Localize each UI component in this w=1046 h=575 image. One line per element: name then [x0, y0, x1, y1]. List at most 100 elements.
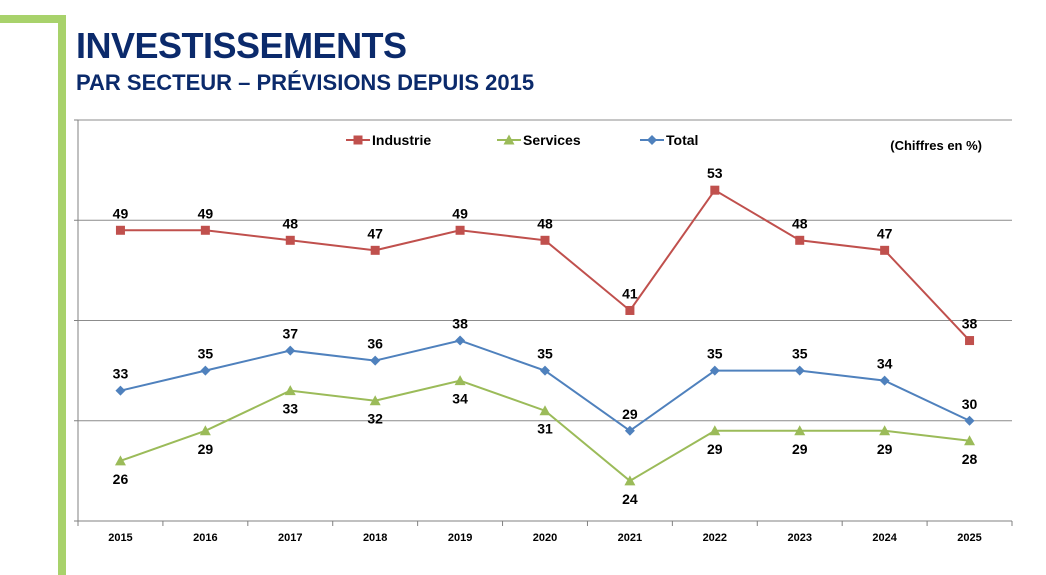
- data-label: 49: [113, 205, 129, 221]
- data-label: 35: [792, 346, 808, 362]
- data-point-marker: [624, 475, 636, 486]
- data-point-marker: [879, 425, 891, 436]
- data-point-marker: [540, 235, 550, 245]
- data-point-marker: [353, 135, 363, 145]
- data-point-marker: [369, 395, 381, 406]
- x-tick-label: 2016: [193, 532, 217, 544]
- series-services: 26 29 33 32 34 31 24 29 29 29 28: [113, 375, 978, 507]
- data-label: 37: [282, 326, 298, 342]
- x-tick-label: 2021: [618, 532, 642, 544]
- data-point-marker: [454, 375, 466, 386]
- data-label: 35: [198, 346, 214, 362]
- data-label: 29: [707, 441, 723, 457]
- data-point-marker: [199, 425, 211, 436]
- x-tick-label: 2023: [787, 532, 811, 544]
- data-point-marker: [115, 385, 126, 396]
- series-industrie: 49 49 48 47 49 48 41 53 48 47 38: [113, 165, 978, 346]
- data-point-marker: [794, 425, 806, 436]
- data-point-marker: [964, 415, 975, 426]
- data-label: 34: [877, 356, 893, 372]
- data-point-marker: [503, 134, 515, 145]
- legend-label: Services: [523, 132, 581, 148]
- data-label: 41: [622, 285, 638, 301]
- legend-item-industrie: Industrie: [346, 132, 431, 148]
- x-tick-label: 2024: [872, 532, 897, 544]
- x-tick-label: 2022: [703, 532, 727, 544]
- data-point-marker: [284, 385, 296, 396]
- x-tick-label: 2015: [108, 532, 132, 544]
- data-label: 32: [367, 411, 383, 427]
- data-point-marker: [964, 435, 976, 446]
- x-tick-label: 2020: [533, 532, 557, 544]
- legend-label: Total: [666, 132, 698, 148]
- data-point-marker: [624, 425, 635, 436]
- data-label: 38: [452, 316, 468, 332]
- data-point-marker: [540, 365, 550, 376]
- x-tick-label: 2017: [278, 532, 302, 544]
- data-label: 31: [537, 421, 553, 437]
- legend-item-total: Total: [640, 132, 698, 148]
- data-point-marker: [709, 425, 721, 436]
- data-point-marker: [539, 405, 551, 416]
- data-label: 34: [452, 391, 468, 407]
- series-total: 33 35 37 36 38 35 29 35 35 34 30: [113, 316, 978, 436]
- data-label: 53: [707, 165, 723, 181]
- data-point-marker: [647, 135, 657, 145]
- chart-legend: Industrie Services Total: [346, 132, 698, 148]
- data-point-marker: [370, 355, 381, 366]
- data-point-marker: [200, 365, 211, 376]
- data-label: 49: [198, 205, 214, 221]
- data-label: 48: [792, 215, 808, 231]
- data-label: 35: [537, 346, 553, 362]
- x-tick-label: 2018: [363, 532, 387, 544]
- data-label: 29: [877, 441, 893, 457]
- page-subtitle: PAR SECTEUR – PRÉVISIONS DEPUIS 2015: [76, 70, 535, 95]
- legend-item-services: Services: [497, 132, 581, 148]
- data-label: 38: [962, 316, 978, 332]
- grid-lines: [78, 119, 1012, 522]
- data-label: 30: [962, 396, 978, 412]
- chart-units-note: (Chiffres en %): [890, 138, 982, 153]
- data-point-marker: [200, 225, 210, 235]
- data-point-marker: [370, 245, 380, 255]
- data-label: 29: [792, 441, 808, 457]
- chart-axes: 2015 2016 2017 2018 2019 2020 2021 2022 2023 2024…: [74, 119, 1013, 544]
- page-title: INVESTISSEMENTS: [76, 25, 407, 66]
- data-point-marker: [455, 335, 466, 346]
- data-point-marker: [794, 365, 805, 376]
- data-label: 29: [622, 406, 638, 422]
- data-point-marker: [625, 305, 635, 315]
- data-label: 47: [877, 225, 893, 241]
- data-point-marker: [880, 245, 890, 255]
- data-point-marker: [710, 185, 720, 195]
- data-point-marker: [879, 375, 890, 386]
- data-point-marker: [115, 225, 125, 235]
- chart-series: 49 49 48 47 49 48 41 53 48 47 38 26 29 33 32 34 31 24 29 29…: [113, 165, 978, 507]
- accent-bar-left: [58, 15, 66, 575]
- data-label: 33: [113, 366, 129, 382]
- data-label: 48: [282, 215, 298, 231]
- data-point-marker: [285, 235, 295, 245]
- x-tick-label: 2019: [448, 532, 472, 544]
- data-label: 47: [367, 225, 383, 241]
- legend-label: Industrie: [372, 132, 431, 148]
- data-point-marker: [455, 225, 465, 235]
- data-point-marker: [285, 345, 296, 356]
- x-tick-label: 2025: [957, 532, 981, 544]
- data-point-marker: [709, 365, 720, 376]
- data-label: 49: [452, 205, 468, 221]
- data-label: 35: [707, 346, 723, 362]
- data-label: 48: [537, 215, 553, 231]
- data-label: 36: [367, 336, 383, 352]
- data-label: 26: [113, 471, 129, 487]
- data-point-marker: [965, 336, 975, 346]
- data-label: 24: [622, 491, 638, 507]
- data-label: 28: [962, 451, 978, 467]
- accent-bar-top: [0, 15, 66, 23]
- series-line: [120, 188, 971, 342]
- data-label: 29: [198, 441, 214, 457]
- data-point-marker: [114, 455, 126, 466]
- data-point-marker: [795, 235, 805, 245]
- data-label: 33: [282, 401, 298, 417]
